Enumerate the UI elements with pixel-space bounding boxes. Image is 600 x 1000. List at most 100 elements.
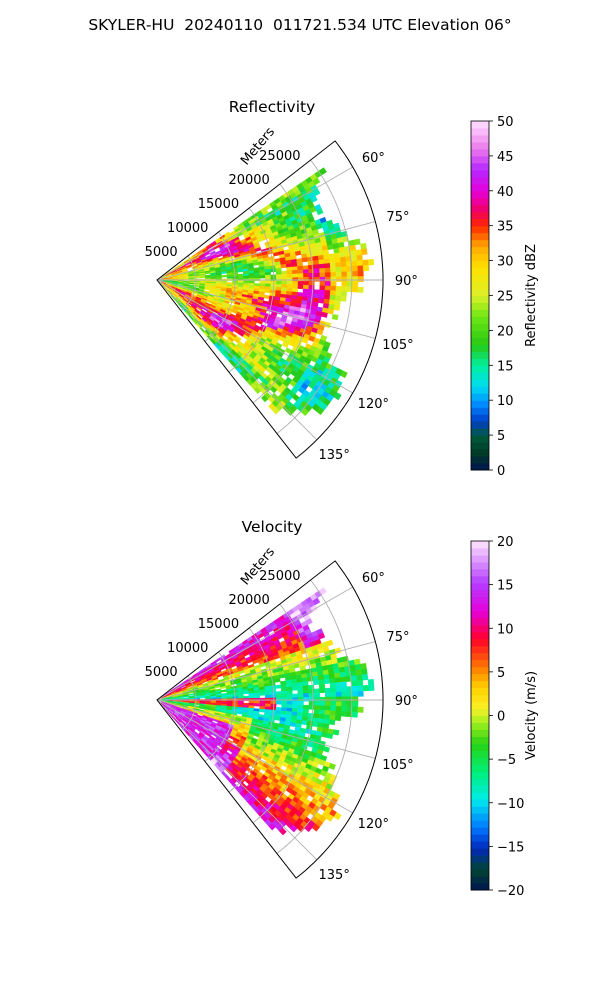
radar-cell bbox=[302, 288, 309, 294]
grid-spoke bbox=[156, 166, 353, 281]
colorbar-step bbox=[471, 414, 489, 422]
radar-cell bbox=[313, 264, 320, 270]
grid-spoke bbox=[156, 279, 353, 394]
colorbar-tick-label: 0 bbox=[497, 464, 505, 479]
radar-cell bbox=[254, 700, 261, 704]
radar-cell bbox=[280, 263, 287, 269]
radar-cell bbox=[312, 679, 320, 686]
radar-cell bbox=[324, 705, 331, 711]
radar-cell bbox=[248, 275, 255, 279]
radar-cell bbox=[281, 277, 288, 282]
radar-cell bbox=[350, 250, 357, 257]
colorbar-step bbox=[471, 134, 489, 143]
radial-tick-label: 25000 bbox=[259, 149, 300, 164]
colorbar-step bbox=[471, 162, 489, 171]
radar-cell bbox=[314, 276, 321, 282]
colorbar-step bbox=[471, 876, 489, 884]
radar-cell bbox=[330, 285, 337, 292]
radar-cell bbox=[341, 271, 348, 278]
radar-cell bbox=[264, 688, 271, 693]
colorbar-step bbox=[471, 176, 489, 185]
colorbar: 0 5 10 15 20 25 30 35 40 45 50 Reflectivity dBZ bbox=[470, 115, 539, 479]
radar-cell bbox=[362, 259, 369, 266]
radar-cell bbox=[335, 290, 342, 297]
colorbar-step bbox=[471, 554, 489, 563]
radar-cell bbox=[327, 308, 335, 315]
radar-cell bbox=[329, 262, 337, 269]
radar-cell bbox=[280, 287, 288, 292]
radar-cell bbox=[330, 701, 337, 707]
radar-cell bbox=[335, 262, 342, 268]
colorbar-step bbox=[471, 232, 489, 241]
radar-cell bbox=[351, 680, 358, 687]
panel-title: Reflectivity bbox=[229, 98, 316, 116]
radar-cell bbox=[335, 691, 342, 698]
colorbar-tick-label: −20 bbox=[497, 884, 524, 899]
colorbar-step bbox=[471, 547, 489, 556]
colorbar-step bbox=[471, 869, 489, 877]
radar-cell bbox=[357, 265, 364, 272]
colorbar-step bbox=[471, 687, 489, 696]
radar-cell bbox=[281, 690, 288, 695]
radar-cell bbox=[335, 266, 342, 273]
radar-cell bbox=[261, 394, 269, 403]
radar-cell bbox=[324, 687, 331, 693]
colorbar-step bbox=[471, 225, 489, 234]
radial-tick-label: 20000 bbox=[228, 593, 269, 608]
radar-cell bbox=[226, 276, 233, 280]
radar-cell bbox=[308, 697, 315, 702]
colorbar-step bbox=[471, 624, 489, 633]
radar-field bbox=[159, 587, 375, 836]
colorbar-step bbox=[471, 638, 489, 647]
radar-cell bbox=[350, 670, 357, 677]
radar-cell bbox=[335, 682, 342, 688]
colorbar-step bbox=[471, 582, 489, 591]
radar-cell bbox=[352, 690, 359, 697]
colorbar-step bbox=[471, 799, 489, 807]
radar-cell bbox=[302, 265, 309, 271]
radar-cell bbox=[367, 678, 375, 686]
radar-cell bbox=[330, 705, 337, 712]
colorbar-tick-label: 15 bbox=[497, 359, 514, 374]
colorbar-step bbox=[471, 785, 489, 793]
radar-cell bbox=[313, 289, 320, 295]
radar-cell bbox=[308, 289, 315, 294]
colorbar-tick-label: −5 bbox=[497, 753, 516, 768]
radar-cell bbox=[274, 716, 281, 721]
colorbar-step bbox=[471, 463, 489, 471]
radar-cell bbox=[265, 280, 272, 285]
radar-cell bbox=[336, 276, 342, 282]
colorbar-step bbox=[471, 386, 489, 394]
radar-cell bbox=[323, 714, 331, 720]
radar-cell bbox=[264, 271, 271, 276]
colorbar-step bbox=[471, 757, 489, 765]
radar-cell bbox=[291, 262, 298, 268]
radar-cell bbox=[313, 688, 320, 694]
colorbar-step bbox=[471, 631, 489, 640]
colorbar-step bbox=[471, 862, 489, 870]
colorbar-tick-label: 20 bbox=[497, 535, 514, 550]
radar-cell bbox=[286, 270, 293, 275]
radar-cell bbox=[286, 284, 293, 289]
radar-cell bbox=[259, 700, 266, 705]
radar-cell bbox=[329, 257, 336, 264]
radar-cell bbox=[313, 705, 321, 711]
radar-cell bbox=[308, 688, 315, 694]
angle-tick-label: 135° bbox=[319, 448, 350, 463]
colorbar-step bbox=[471, 659, 489, 668]
colorbar-tick-label: 35 bbox=[497, 220, 514, 235]
radar-cell bbox=[334, 295, 342, 302]
radar-cell bbox=[335, 701, 342, 707]
colorbar-step bbox=[471, 603, 489, 612]
radar-cell bbox=[368, 684, 375, 692]
colorbar-step bbox=[471, 743, 489, 751]
radar-cell bbox=[220, 689, 227, 693]
radar-cell bbox=[319, 709, 326, 715]
radar-cell bbox=[297, 697, 304, 702]
colorbar-step bbox=[471, 764, 489, 772]
colorbar-step bbox=[471, 253, 489, 262]
radar-cell bbox=[360, 248, 368, 256]
angle-tick-label: 105° bbox=[382, 758, 413, 773]
radar-cell bbox=[292, 704, 299, 709]
